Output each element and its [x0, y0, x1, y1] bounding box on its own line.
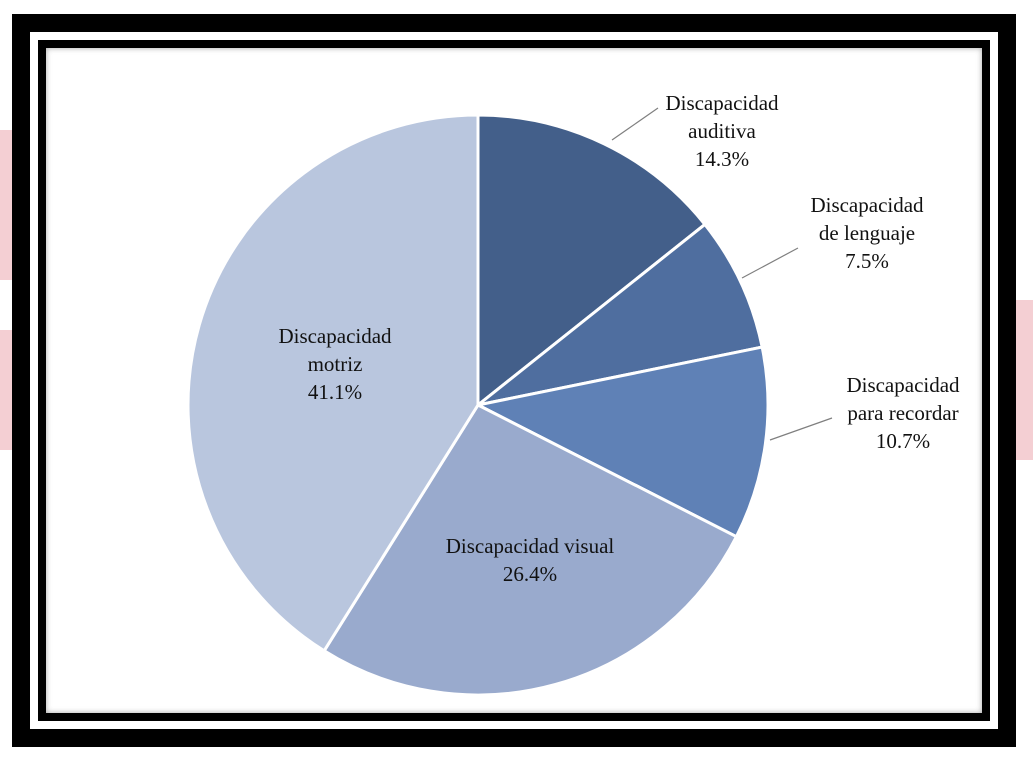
leader-line-1	[611, 107, 659, 141]
slice-percent-4: 26.4%	[503, 562, 557, 586]
slice-percent-5: 41.1%	[308, 380, 362, 404]
pie-slice-4	[322, 403, 739, 697]
slice-label-1: Discapacidad auditiva 14.3%	[665, 91, 779, 171]
decor-band-right	[1012, 300, 1033, 460]
leader-lines	[611, 107, 833, 441]
leader-line-3	[769, 417, 833, 441]
slice-label-2: Discapacidad de lenguaje 7.5%	[810, 193, 924, 273]
slice-labels: Discapacidad auditiva 14.3% Discapacidad de …	[278, 91, 960, 586]
slice-percent-2: 7.5%	[845, 249, 889, 273]
slice-label-3: Discapacidad para recordar 10.7%	[846, 373, 960, 453]
slice-label-line: Discapacidad	[665, 91, 779, 115]
slice-label-line: motriz	[308, 352, 363, 376]
slice-percent-3: 10.7%	[876, 429, 930, 453]
slice-label-line: auditiva	[688, 119, 756, 143]
pie-slices	[186, 113, 770, 697]
slice-label-line: Discapacidad visual	[446, 534, 615, 558]
slice-percent-1: 14.3%	[695, 147, 749, 171]
slice-label-line: de lenguaje	[819, 221, 915, 245]
slice-label-line: Discapacidad	[846, 373, 960, 397]
pie-slice-5	[186, 113, 480, 653]
slice-label-4: Discapacidad visual 26.4%	[446, 534, 615, 586]
pie-slice-2	[477, 222, 764, 407]
slice-label-line: Discapacidad	[810, 193, 924, 217]
pie-slice-1	[476, 113, 708, 409]
slice-label-5: Discapacidad motriz 41.1%	[278, 324, 392, 404]
slice-label-line: Discapacidad	[278, 324, 392, 348]
pie-slice-3	[473, 345, 770, 539]
slice-label-line: para recordar	[847, 401, 958, 425]
leader-line-2	[741, 247, 799, 279]
